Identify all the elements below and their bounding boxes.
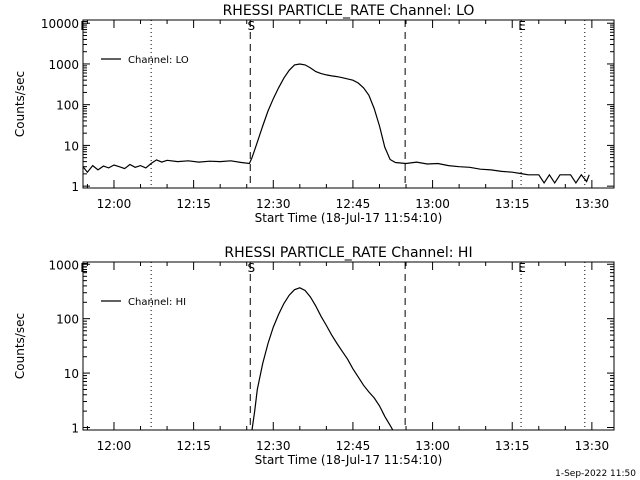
series-line [83,63,590,184]
y-tick-label: 1 [71,422,79,436]
y-axis-label: Counts/sec [13,313,27,379]
chart-title: RHESSI PARTICLE_RATE Channel: HI [224,245,472,261]
lo-channel-panel: RHESSI PARTICLE_RATE Channel: LO Counts/s… [13,3,615,225]
marker-label: S [247,19,255,33]
marker-label: E [80,19,88,33]
x-tick-label: 13:00 [415,439,450,453]
plot-frame [82,19,615,189]
x-axis-label: Start Time (18-Jul-17 11:54:10) [255,453,443,467]
marker-label: E [80,261,88,275]
x-tick-label: 12:15 [176,197,211,211]
y-tick-label: 10 [64,367,79,381]
x-tick-label: 13:15 [495,439,530,453]
x-tick-label: 12:00 [97,197,132,211]
y-axis-label: Counts/sec [13,71,27,137]
hi-channel-panel: RHESSI PARTICLE_RATE Channel: HI Counts/s… [13,245,615,467]
marker-label: S [247,261,255,275]
y-tick-label: 1000 [48,258,79,272]
marker-label: E [518,19,526,33]
legend-label: Channel: LO [128,55,189,66]
x-tick-label: 12:00 [97,439,132,453]
x-tick-label: 12:45 [336,197,371,211]
x-tick-label: 12:30 [256,439,291,453]
x-tick-label: 12:45 [336,439,371,453]
plot-frame [82,261,615,431]
y-tick-label: 100 [56,313,79,327]
legend-label: Channel: HI [128,297,186,308]
marker-label: E [518,261,526,275]
date-stamp: 1-Sep-2022 11:50 [555,469,636,479]
x-tick-label: 12:15 [176,439,211,453]
y-tick-label: 100 [56,99,79,113]
x-tick-label: 13:00 [415,197,450,211]
y-tick-label: 1 [71,180,79,194]
chart-title: RHESSI PARTICLE_RATE Channel: LO [223,3,475,19]
x-axis-label: Start Time (18-Jul-17 11:54:10) [255,211,443,225]
series-line [251,287,394,430]
y-tick-label: 10 [64,139,79,153]
x-tick-label: 13:15 [495,197,530,211]
y-tick-label: 1000 [48,58,79,72]
x-tick-label: 13:30 [575,197,610,211]
x-tick-label: 12:30 [256,197,291,211]
y-tick-label: 10000 [41,17,79,31]
x-tick-label: 13:30 [575,439,610,453]
